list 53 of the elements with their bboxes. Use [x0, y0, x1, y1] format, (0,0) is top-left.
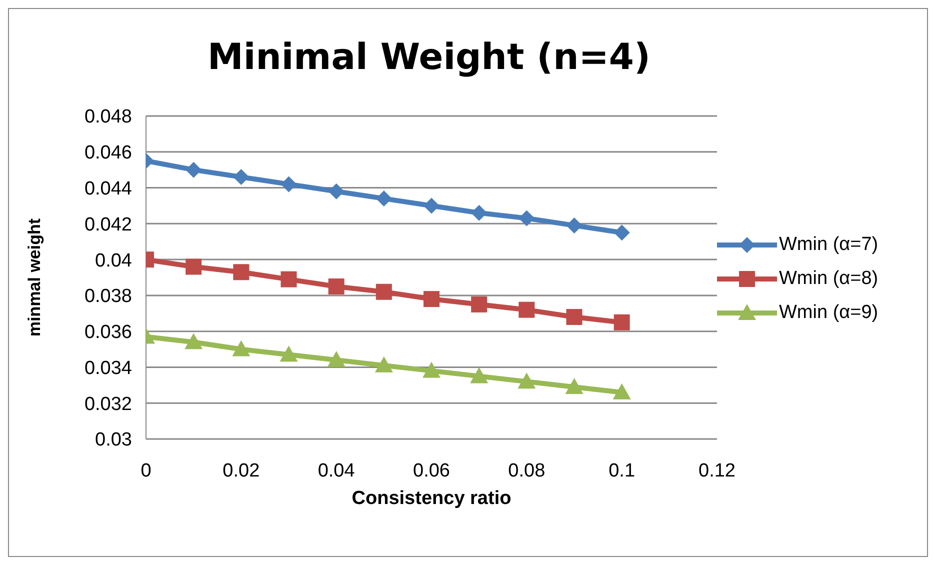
y-tick-label: 0.032 — [84, 394, 132, 415]
y-tick-label: 0.042 — [84, 214, 132, 236]
point — [518, 210, 535, 226]
point — [184, 333, 203, 350]
point — [232, 340, 250, 356]
y-tick-label: 0.048 — [84, 106, 132, 128]
point — [424, 198, 440, 214]
y-tick-label: 0.036 — [84, 322, 132, 344]
point — [280, 271, 297, 288]
point — [614, 314, 630, 330]
x-tick-label: 0.04 — [318, 460, 356, 482]
point — [186, 162, 202, 178]
point — [612, 383, 631, 400]
point — [424, 291, 440, 308]
point — [280, 346, 298, 362]
point — [376, 284, 392, 300]
point — [518, 302, 535, 318]
legend-label: Wmin (α=9) — [779, 302, 878, 324]
x-tick-label: 0.02 — [222, 460, 260, 482]
point — [233, 264, 250, 280]
point — [328, 183, 344, 200]
y-tick-label: 0.046 — [84, 142, 132, 164]
x-axis-title: Consistency ratio — [352, 488, 512, 509]
point — [614, 224, 630, 241]
x-tick-label: 0 — [140, 460, 152, 482]
point — [376, 190, 392, 207]
point — [374, 356, 393, 372]
point — [186, 258, 202, 275]
y-tick-label: 0.03 — [95, 430, 132, 451]
y-tick-label: 0.04 — [95, 250, 132, 272]
y-tick-label: 0.038 — [84, 286, 132, 308]
point — [566, 217, 582, 234]
point — [422, 362, 440, 378]
point — [470, 367, 488, 384]
legend-label: Wmin (α=7) — [779, 234, 878, 256]
y-axis-title: minmal weight — [25, 218, 44, 337]
y-tick-label: 0.034 — [84, 358, 132, 379]
point — [233, 169, 250, 186]
x-tick-label: 0.08 — [508, 460, 546, 482]
point — [518, 372, 536, 389]
point — [327, 351, 346, 368]
point — [280, 176, 297, 192]
x-tick-label: 0.06 — [413, 460, 450, 482]
x-tick-label: 0.1 — [608, 460, 636, 482]
y-tick-label: 0.044 — [84, 178, 132, 200]
point — [328, 278, 344, 294]
point — [565, 378, 584, 394]
point — [471, 204, 488, 221]
chart-title: Minimal Weight (n=4) — [206, 37, 652, 78]
point — [471, 296, 488, 312]
legend-label: Wmin (α=8) — [779, 268, 878, 290]
point — [566, 308, 582, 325]
x-tick-label: 0.12 — [698, 460, 736, 482]
